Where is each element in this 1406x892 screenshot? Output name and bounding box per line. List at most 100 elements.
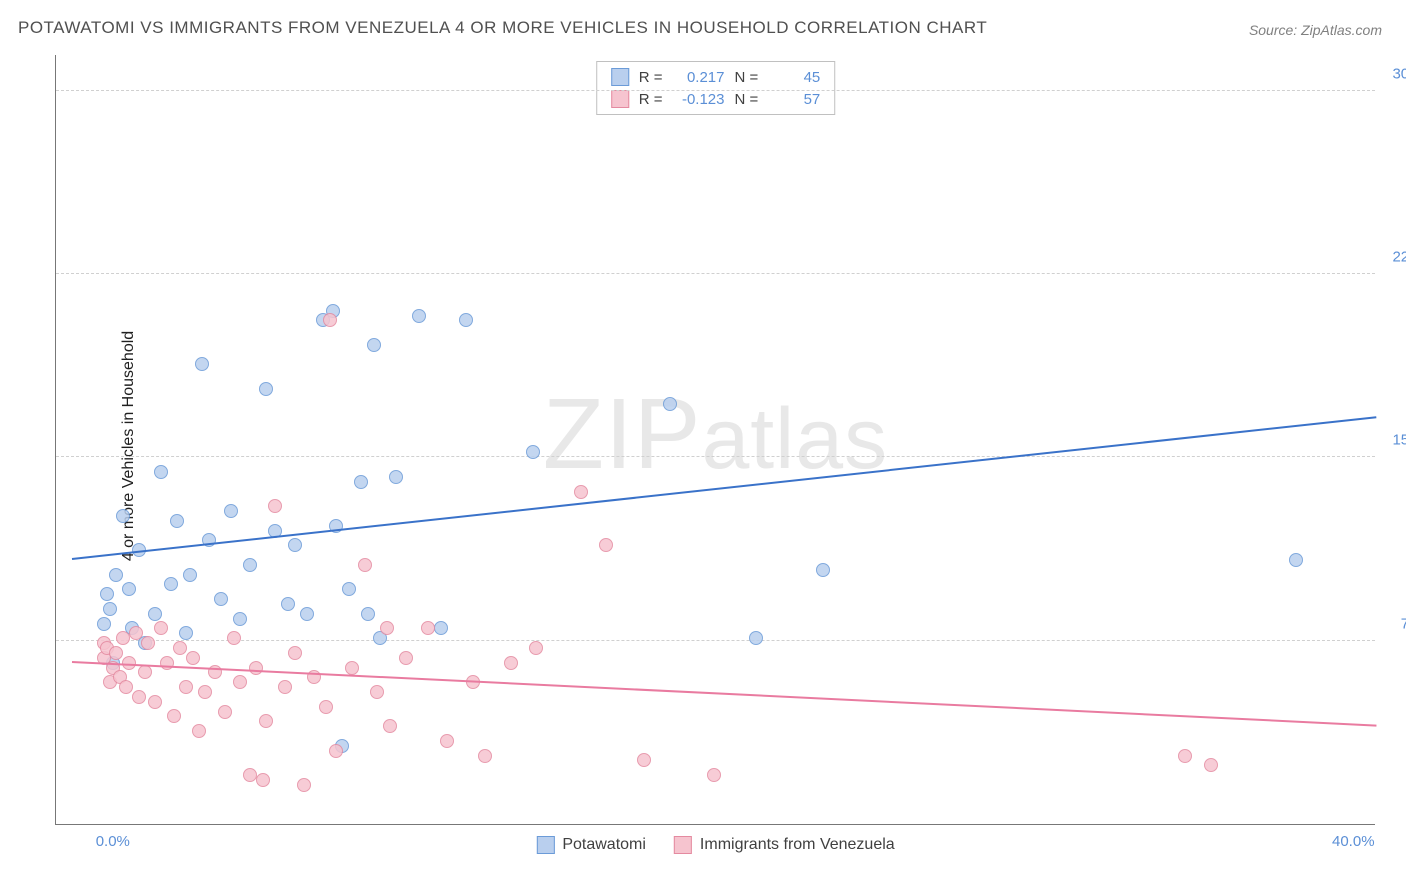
scatter-point — [224, 504, 238, 518]
scatter-point — [109, 646, 123, 660]
legend-item: Potawatomi — [536, 836, 646, 854]
legend-swatch — [611, 90, 629, 108]
scatter-point — [129, 626, 143, 640]
scatter-point — [148, 695, 162, 709]
scatter-point — [459, 313, 473, 327]
scatter-point — [1289, 553, 1303, 567]
scatter-point — [637, 753, 651, 767]
scatter-point — [173, 641, 187, 655]
scatter-point — [478, 749, 492, 763]
n-value: 45 — [768, 69, 820, 86]
scatter-point — [1204, 758, 1218, 772]
scatter-point — [354, 475, 368, 489]
scatter-point — [389, 470, 403, 484]
r-value: 0.217 — [673, 69, 725, 86]
scatter-point — [195, 357, 209, 371]
scatter-point — [259, 714, 273, 728]
n-value: 57 — [768, 91, 820, 108]
scatter-point — [138, 665, 152, 679]
legend-swatch — [611, 68, 629, 86]
scatter-point — [278, 680, 292, 694]
scatter-point — [383, 719, 397, 733]
r-label: R = — [639, 69, 663, 86]
gridline — [56, 640, 1375, 641]
legend-swatch — [536, 836, 554, 854]
source-label: Source: ZipAtlas.com — [1249, 22, 1382, 38]
scatter-point — [358, 558, 372, 572]
scatter-point — [218, 705, 232, 719]
y-tick-label: 30.0% — [1380, 65, 1406, 82]
gridline — [56, 456, 1375, 457]
scatter-point — [192, 724, 206, 738]
scatter-point — [233, 675, 247, 689]
scatter-point — [164, 577, 178, 591]
scatter-point — [297, 778, 311, 792]
scatter-point — [154, 621, 168, 635]
legend-swatch — [674, 836, 692, 854]
scatter-point — [148, 607, 162, 621]
scatter-point — [370, 685, 384, 699]
gridline — [56, 273, 1375, 274]
scatter-point — [154, 465, 168, 479]
scatter-point — [663, 397, 677, 411]
scatter-point — [103, 602, 117, 616]
scatter-point — [319, 700, 333, 714]
scatter-point — [707, 768, 721, 782]
scatter-point — [179, 626, 193, 640]
r-value: -0.123 — [673, 91, 725, 108]
scatter-point — [227, 631, 241, 645]
scatter-point — [599, 538, 613, 552]
scatter-point — [342, 582, 356, 596]
plot-area: ZIPatlas R =0.217N =45R =-0.123N =57 Pot… — [55, 55, 1375, 825]
scatter-point — [243, 558, 257, 572]
scatter-point — [367, 338, 381, 352]
scatter-point — [116, 509, 130, 523]
scatter-point — [323, 313, 337, 327]
scatter-point — [141, 636, 155, 650]
scatter-point — [100, 587, 114, 601]
scatter-point — [300, 607, 314, 621]
scatter-point — [249, 661, 263, 675]
scatter-point — [1178, 749, 1192, 763]
scatter-point — [119, 680, 133, 694]
scatter-point — [179, 680, 193, 694]
scatter-point — [399, 651, 413, 665]
scatter-point — [574, 485, 588, 499]
y-tick-label: 15.0% — [1380, 432, 1406, 449]
scatter-point — [268, 499, 282, 513]
legend-label: Potawatomi — [562, 836, 646, 854]
r-label: R = — [639, 91, 663, 108]
scatter-point — [170, 514, 184, 528]
legend-row: R = 0.217 N = 45 — [611, 66, 821, 88]
legend-row: R = -0.123 N = 57 — [611, 88, 821, 110]
scatter-point — [167, 709, 181, 723]
n-label: N = — [735, 69, 759, 86]
scatter-point — [412, 309, 426, 323]
chart-title: POTAWATOMI VS IMMIGRANTS FROM VENEZUELA … — [18, 18, 987, 38]
legend-label: Immigrants from Venezuela — [700, 836, 895, 854]
scatter-point — [526, 445, 540, 459]
y-tick-label: 7.5% — [1380, 615, 1406, 632]
scatter-point — [186, 651, 200, 665]
scatter-point — [233, 612, 247, 626]
scatter-point — [434, 621, 448, 635]
scatter-point — [288, 538, 302, 552]
n-label: N = — [735, 91, 759, 108]
x-tick-label: 0.0% — [96, 833, 130, 850]
scatter-point — [259, 382, 273, 396]
scatter-point — [504, 656, 518, 670]
y-tick-label: 22.5% — [1380, 249, 1406, 266]
scatter-point — [380, 621, 394, 635]
series-legend: Potawatomi Immigrants from Venezuela — [536, 836, 894, 854]
scatter-point — [132, 690, 146, 704]
scatter-point — [256, 773, 270, 787]
scatter-point — [816, 563, 830, 577]
scatter-point — [122, 582, 136, 596]
scatter-point — [421, 621, 435, 635]
scatter-point — [529, 641, 543, 655]
scatter-point — [109, 568, 123, 582]
scatter-point — [198, 685, 212, 699]
scatter-point — [345, 661, 359, 675]
scatter-point — [281, 597, 295, 611]
trend-line — [72, 416, 1376, 560]
